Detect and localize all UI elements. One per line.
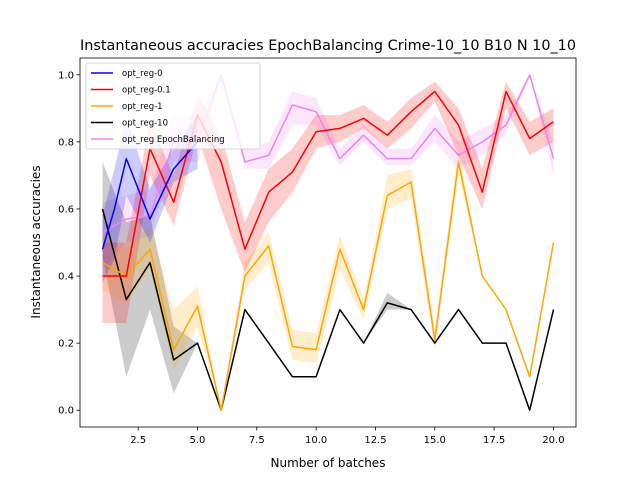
legend-label-opt-reg-10: opt_reg-10: [122, 119, 168, 129]
plot-frame: [79, 57, 577, 428]
legend-box: [85, 62, 261, 150]
x-tick-label: 5.0: [190, 435, 206, 446]
y-tick-label: 0.8: [58, 137, 74, 148]
y-tick-label: 0.0: [58, 406, 74, 417]
y-tick-label: 1.0: [58, 70, 74, 81]
line-opt-reg-0: [101, 141, 199, 250]
legend-label-opt-reg-epochbalancing: opt_reg EpochBalancing: [122, 135, 225, 145]
band-opt-reg-0: [102, 115, 198, 283]
x-tick-label: 17.5: [483, 435, 505, 446]
chart-title: Instantaneous accuracies EpochBalancing …: [80, 38, 576, 54]
x-tick-label: 10.0: [305, 435, 327, 446]
x-tick-label: 15.0: [424, 435, 446, 446]
line-opt-reg-1: [102, 161, 555, 411]
y-tick-label: 0.6: [58, 204, 74, 215]
legend-label-opt-reg-0-1: opt_reg-0.1: [122, 86, 171, 96]
x-axis-ticks: 2.5 5.0 7.5 10.0 12.5 15.0 17.5 20.0: [130, 427, 565, 446]
line-opt-reg-10: [101, 208, 555, 411]
line-opt-reg-0-1: [102, 90, 554, 277]
legend-label-opt-reg-0: opt_reg-0: [122, 69, 163, 79]
y-axis-ticks: 0.0 0.2 0.4 0.6 0.8 1.0: [58, 70, 80, 417]
x-tick-label: 20.0: [542, 435, 564, 446]
x-tick-label: 7.5: [249, 435, 265, 446]
x-tick-label: 2.5: [130, 435, 146, 446]
legend-label-opt-reg-1: opt_reg-1: [122, 102, 163, 112]
y-tick-label: 0.4: [58, 272, 74, 283]
legend: opt_reg-0 opt_reg-0.1 opt_reg-1 opt_reg-10o…: [85, 62, 261, 150]
y-axis-label: Instantaneous accuracies: [29, 165, 43, 318]
band-opt-reg-epochbalancing: [102, 74, 554, 270]
x-tick-label: 12.5: [364, 435, 386, 446]
x-axis-label: Number of batches: [271, 456, 386, 470]
y-tick-label: 0.2: [58, 339, 74, 350]
